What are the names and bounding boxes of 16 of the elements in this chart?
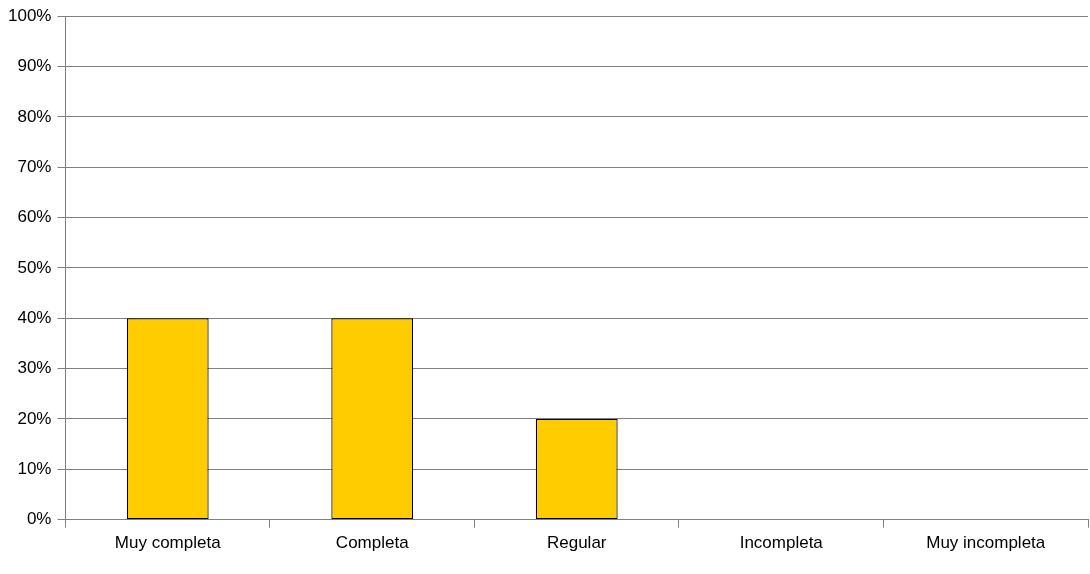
x-tick-label: Incompleta — [739, 533, 824, 553]
y-tick-label: 80% — [17, 106, 52, 126]
x-tick-label: Regular — [546, 533, 607, 553]
y-tick-label: 60% — [17, 207, 52, 227]
y-tick-label: 100% — [8, 5, 52, 25]
x-tick-label: Completa — [335, 533, 410, 553]
x-tick-label: Muy completa — [114, 533, 222, 553]
y-tick-label: 0% — [26, 509, 52, 529]
y-tick-label: 10% — [17, 458, 52, 478]
y-tick-label: 30% — [17, 358, 52, 378]
y-tick-label: 40% — [17, 307, 52, 327]
y-tick-label: 70% — [17, 156, 52, 176]
x-tick-label: Muy incompleta — [926, 533, 1046, 553]
y-tick-label: 50% — [17, 257, 52, 277]
y-tick-label: 90% — [17, 56, 52, 76]
y-tick-label: 20% — [17, 408, 52, 428]
